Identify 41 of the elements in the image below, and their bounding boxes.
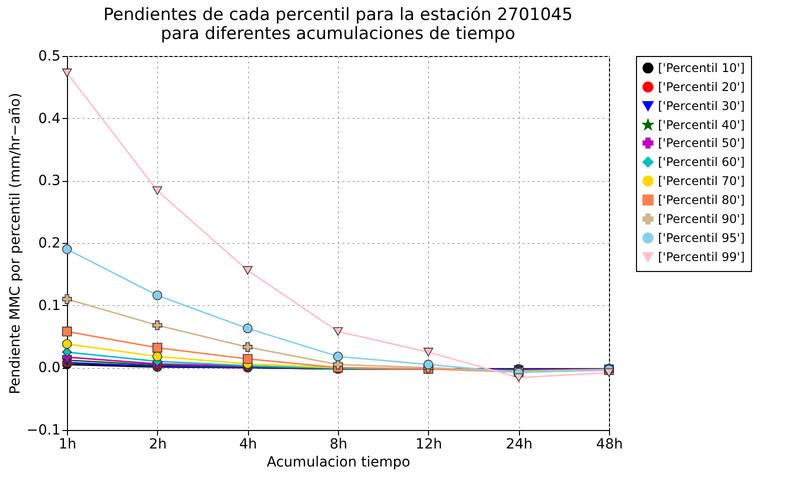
point [242, 342, 253, 352]
point [514, 373, 524, 382]
y-tick-label: 0.5 [38, 48, 60, 64]
legend-label: ['Percentil 70'] [658, 174, 745, 188]
x-axis-title: Acumulacion tiempo [266, 454, 410, 470]
point [152, 352, 162, 362]
point [423, 360, 434, 370]
point [242, 354, 253, 364]
legend-label: ['Percentil 90'] [658, 212, 745, 226]
chart-title: Pendientes de cada percentil para la estación 2701045 para diferentes acumulaciones de tiempo [103, 5, 573, 44]
legend-label: ['Percentil 50'] [658, 136, 745, 150]
x-tick-label: 4h [239, 436, 258, 452]
x-tick-label: 8h [330, 436, 348, 452]
y-tick-label: 0.2 [38, 236, 60, 252]
point [242, 324, 253, 334]
y-tick-label: −0.1 [26, 422, 60, 438]
legend-label: ['Percentil 95'] [658, 231, 745, 245]
x-tick-label: 48h [596, 436, 623, 452]
legend-label: ['Percentil 80'] [658, 193, 745, 207]
y-axis-title: Pendiente MMC por percentil (mm/hr−año) [8, 92, 24, 394]
point [242, 266, 253, 275]
point [152, 186, 162, 195]
x-tick-label: 2h [148, 436, 167, 452]
legend-label: ['Percentil 40'] [658, 118, 745, 132]
point [152, 342, 162, 353]
point [152, 290, 162, 300]
y-tick-label: 0.1 [38, 298, 60, 314]
point [62, 244, 72, 254]
legend-label: ['Percentil 99'] [658, 250, 745, 264]
legend-label: ['Percentil 30'] [658, 99, 745, 113]
y-tick-label: 0.3 [38, 173, 60, 190]
legend-label: ['Percentil 20'] [658, 80, 745, 94]
y-tick-label: 0.0 [38, 360, 60, 376]
point [152, 320, 162, 330]
legend-label: ['Percentil 10'] [658, 61, 745, 75]
point [423, 348, 434, 356]
legend-label: ['Percentil 60'] [658, 155, 745, 169]
x-tick-label: 1h [58, 436, 76, 452]
y-tick-label: 0.4 [38, 110, 61, 127]
x-tick-label: 12h [415, 436, 442, 452]
x-tick-label: 24h [506, 436, 533, 452]
